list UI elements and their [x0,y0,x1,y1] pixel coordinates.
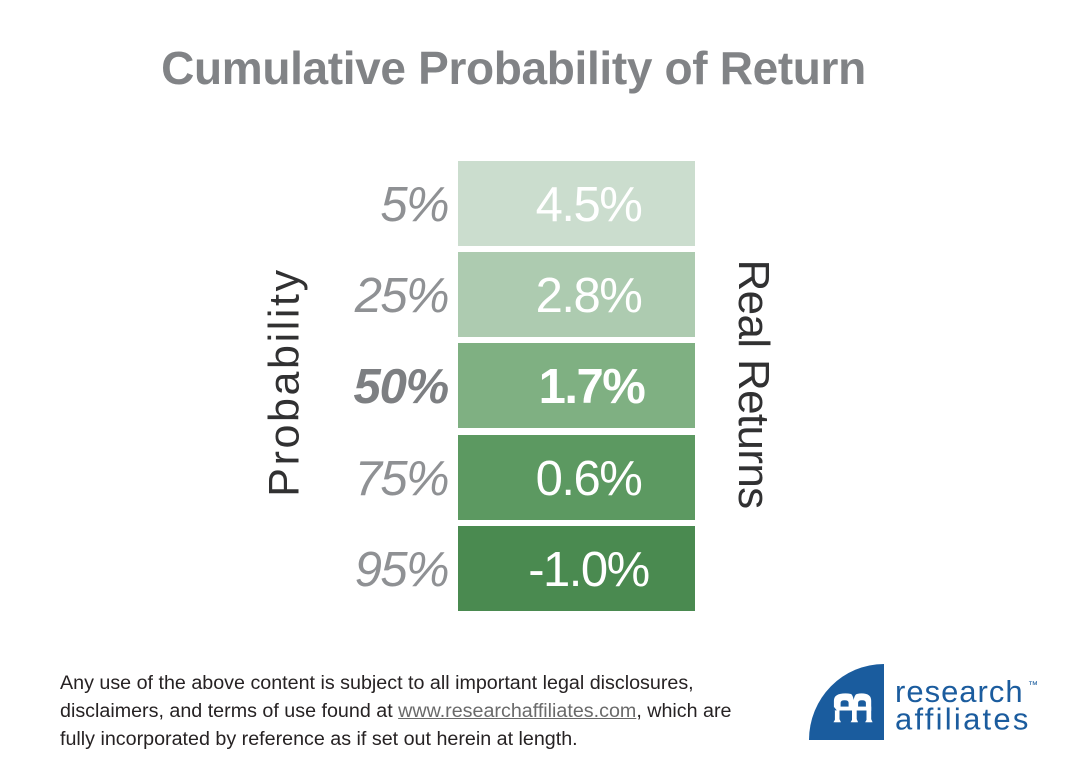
svg-text:™: ™ [1028,680,1038,691]
svg-text:affiliates: affiliates [895,701,1031,736]
svg-text:research: research [895,674,1024,709]
